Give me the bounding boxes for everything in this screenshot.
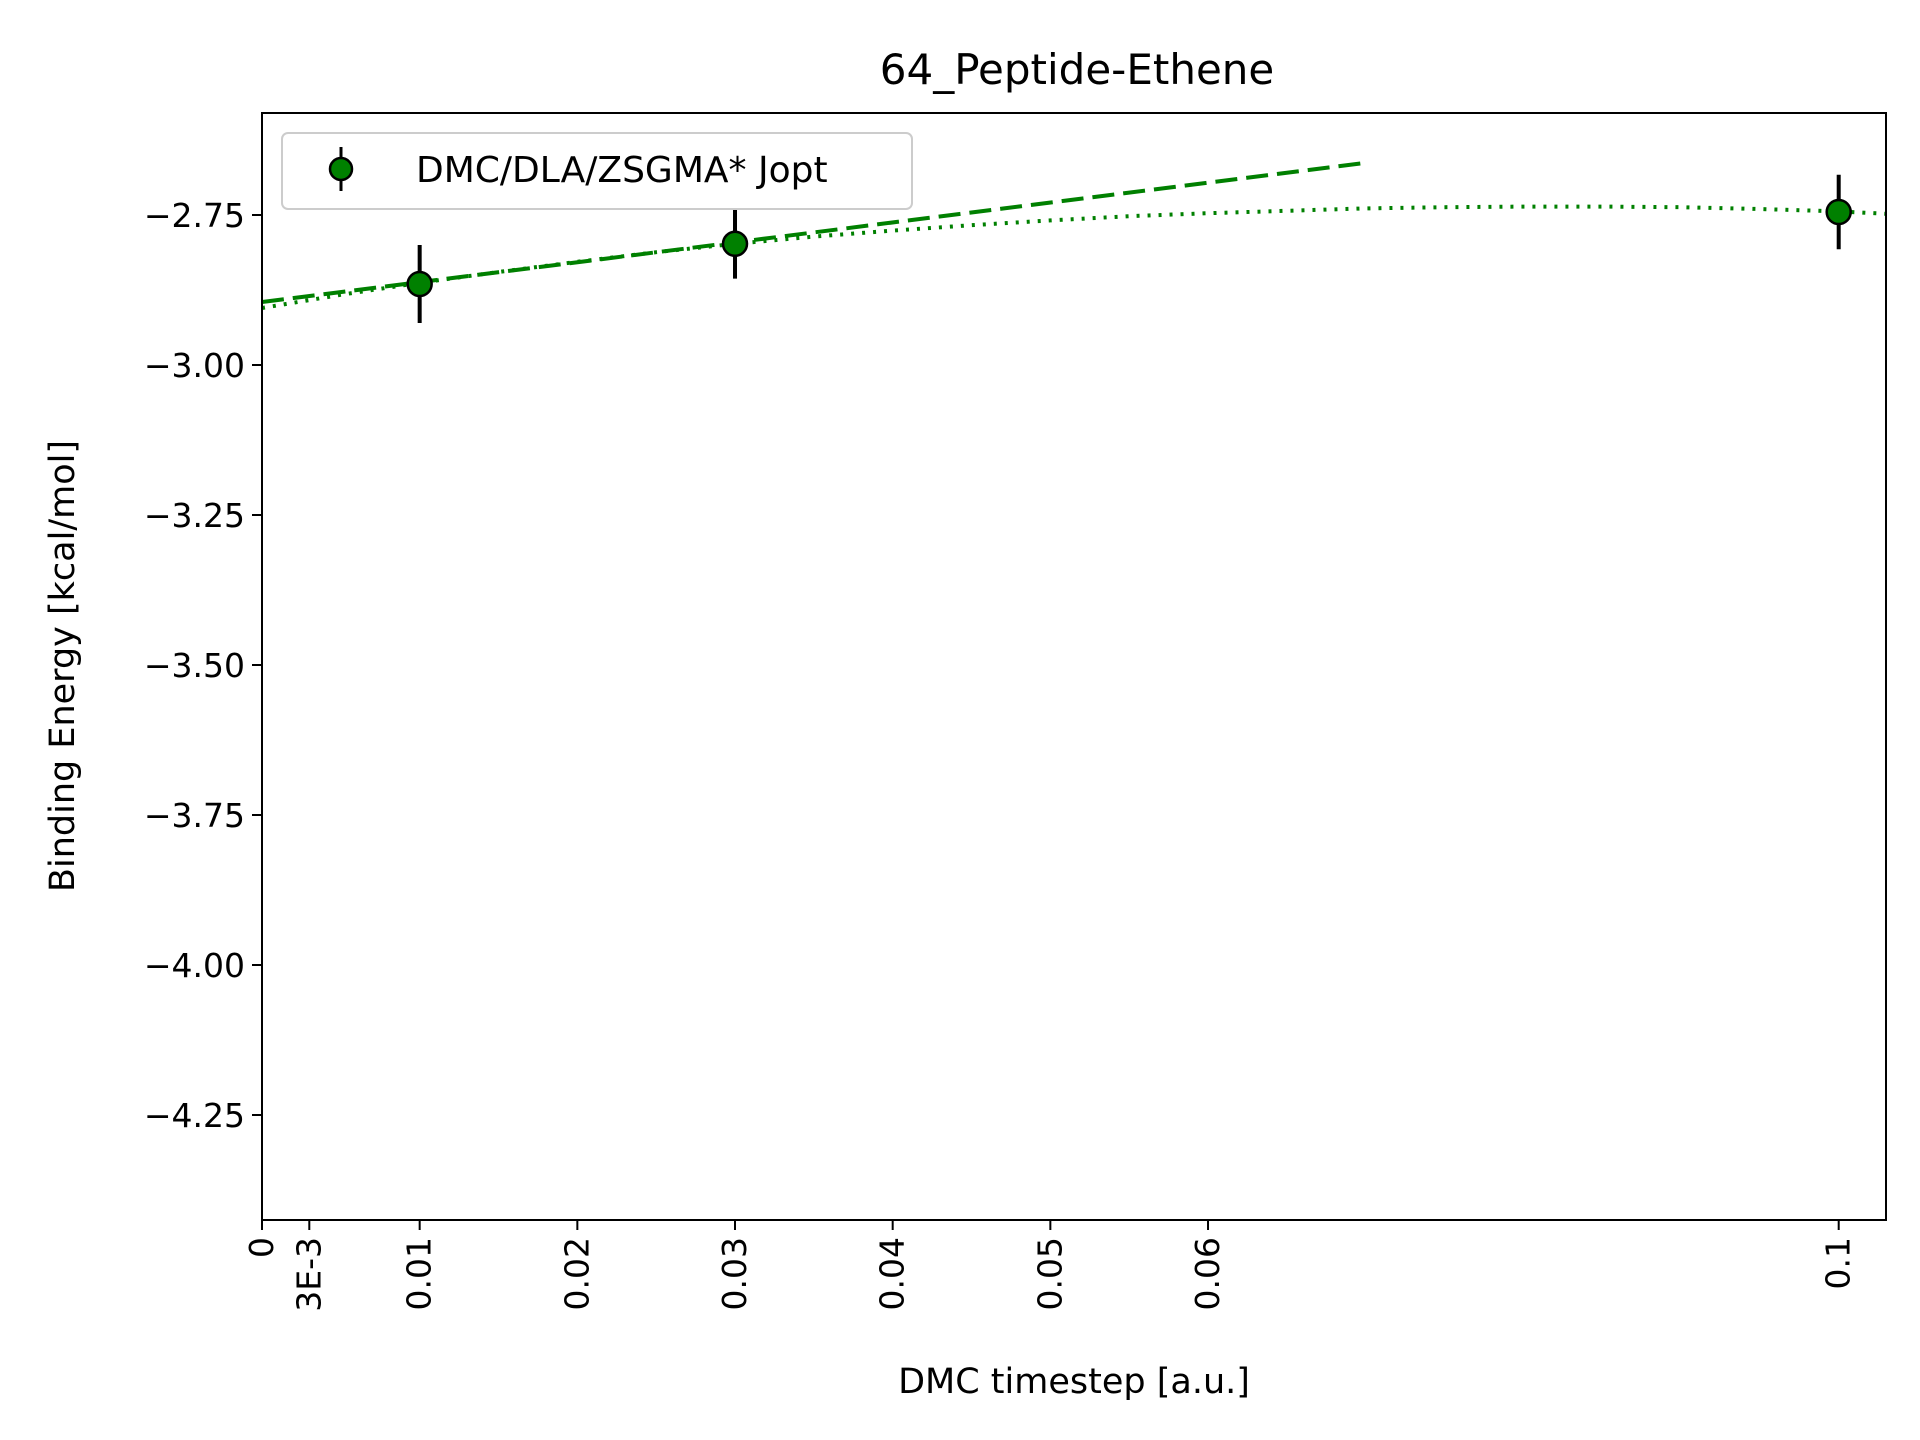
x-tick-label: 0.06 [1188,1237,1227,1310]
legend: DMC/DLA/ZSGMA* Jopt [281,132,913,210]
x-tick-label: 0.01 [400,1237,439,1310]
plot-frame [261,112,1887,1221]
y-axis-label: Binding Energy [kcal/mol] [43,440,83,892]
x-axis-ticks: 0 3E-3 0.01 0.02 0.03 0.04 0.05 0.06 0.1 [242,1220,1858,1312]
y-axis-ticks: −2.75 −3.00 −3.25 −3.50 −3.75 −4.00 −4.25 [144,196,262,1135]
y-tick-label: −3.25 [144,496,245,535]
x-tick-label: 0.05 [1030,1237,1069,1310]
y-tick-label: −4.00 [144,946,245,985]
data-point [406,270,433,298]
legend-marker-icon [328,156,354,182]
data-point [721,230,749,258]
data-points [406,198,1852,298]
x-tick-label: 3E-3 [289,1237,328,1312]
x-tick-label: 0.04 [873,1237,912,1310]
legend-box [281,132,913,210]
x-tick-label: 0 [242,1237,281,1258]
x-axis-label: DMC timestep [a.u.] [898,1362,1250,1402]
y-tick-label: −3.50 [144,646,245,685]
y-tick-label: −2.75 [144,196,245,235]
x-tick-label: 0.03 [715,1237,754,1310]
chart-title: 64_Peptide-Ethene [880,45,1275,94]
data-point [1825,198,1852,226]
legend-label: DMC/DLA/ZSGMA* Jopt [416,150,828,191]
y-tick-label: −3.00 [144,346,245,385]
x-tick-label: 0.02 [557,1237,596,1310]
x-tick-label: 0.1 [1819,1237,1858,1289]
y-tick-label: −4.25 [144,1096,245,1135]
y-tick-label: −3.75 [144,796,245,835]
